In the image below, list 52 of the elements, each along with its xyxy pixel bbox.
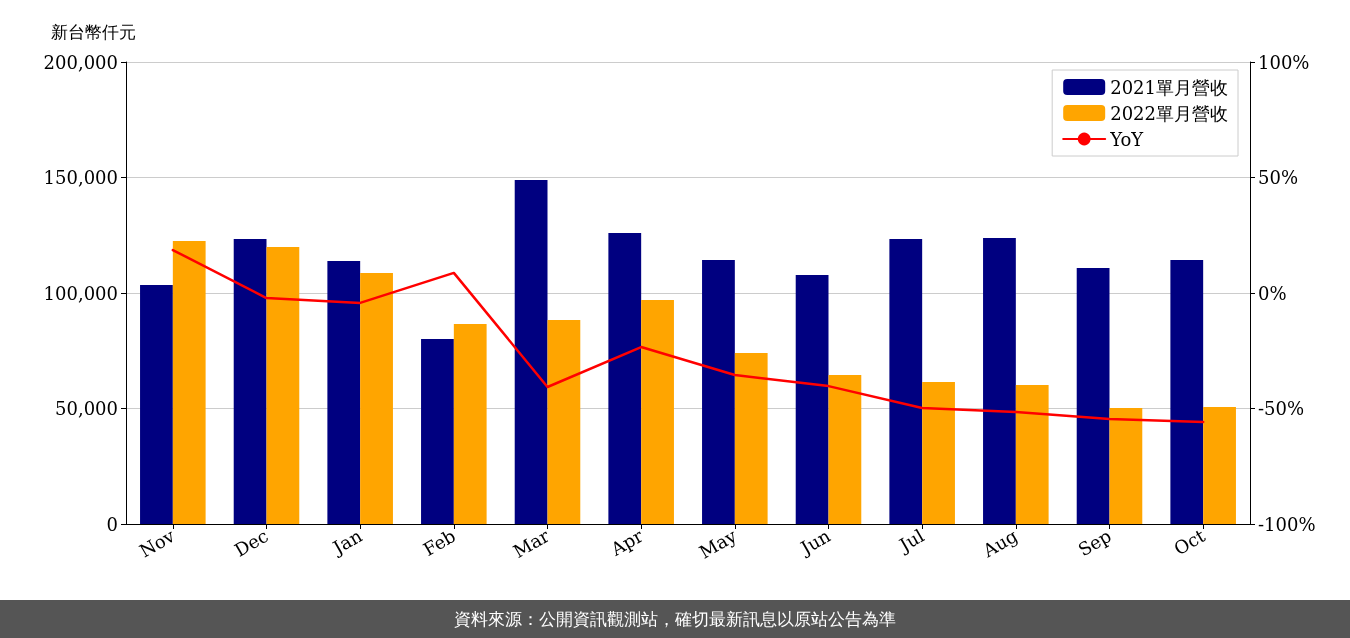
bar	[1109, 408, 1143, 524]
bar	[514, 180, 548, 524]
bar	[327, 260, 361, 524]
x-tick-label: Jul	[893, 524, 928, 557]
bar	[421, 338, 454, 524]
x-tick-label: Jan	[327, 524, 366, 559]
x-tick-label: Apr	[606, 524, 647, 561]
bar	[922, 381, 955, 524]
y2-tick-label: 0%	[1258, 282, 1287, 304]
legend-label: 2021單月營收	[1110, 76, 1228, 98]
x-tick-label: Dec	[230, 524, 272, 561]
bar	[702, 259, 735, 524]
y-tick-label: 0	[106, 513, 118, 535]
y2-tick-label: -100%	[1258, 513, 1316, 535]
bar	[140, 284, 173, 524]
bar	[547, 320, 581, 524]
bar	[795, 274, 829, 524]
x-tick-label: Feb	[419, 524, 460, 560]
bar	[983, 238, 1016, 524]
x-tick-label: Aug	[978, 524, 1022, 562]
bar	[360, 272, 393, 524]
bar	[266, 247, 300, 524]
source-note: 資料來源：公開資訊觀測站，確切最新訊息以原站公告為準	[0, 600, 1350, 638]
x-tick-label: Sep	[1074, 524, 1115, 561]
bar	[453, 323, 487, 524]
y2-tick-label: -50%	[1258, 398, 1305, 419]
bar	[889, 238, 923, 524]
y-tick-label: 200,000	[43, 51, 118, 73]
x-tick-label: Oct	[1170, 524, 1210, 560]
y-tick-label: 100,000	[43, 282, 118, 304]
x-tick-label: Jun	[795, 524, 835, 560]
y-tick-label: 50,000	[55, 398, 118, 419]
bar	[1015, 384, 1049, 524]
x-tick-label: Mar	[509, 524, 554, 562]
y2-tick-label: 50%	[1258, 167, 1299, 188]
bar	[608, 232, 642, 524]
x-tick-label: Nov	[135, 524, 179, 562]
legend-label: YoY	[1109, 128, 1145, 150]
y2-tick-label: 100%	[1258, 51, 1310, 73]
bar	[734, 353, 768, 524]
bar	[1170, 259, 1204, 524]
bar	[1076, 268, 1110, 524]
y-axis-title: 新台幣仟元	[51, 21, 136, 42]
legend-label: 2022單月營收	[1110, 102, 1228, 124]
bar	[641, 299, 674, 524]
bar	[233, 238, 267, 524]
bar	[828, 375, 862, 524]
bar	[1203, 407, 1236, 524]
y-tick-label: 150,000	[43, 167, 118, 188]
line-series	[171, 248, 1205, 424]
bar	[172, 241, 206, 524]
x-tick-label: May	[695, 524, 741, 563]
